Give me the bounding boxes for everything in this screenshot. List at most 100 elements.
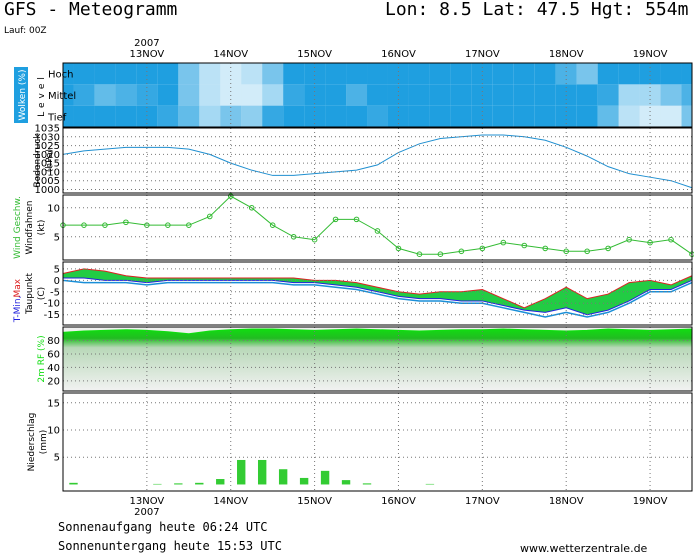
y-axis-label: Level	[37, 73, 47, 117]
panel-frame	[62, 261, 693, 326]
ylabel-box	[14, 67, 28, 123]
marker	[248, 204, 255, 211]
date-label-bottom: 19NOV	[633, 496, 668, 507]
cloud-cell	[63, 105, 74, 127]
date-label-top: 18NOV	[549, 49, 584, 60]
precip-bar	[237, 459, 246, 485]
y-tick-label: 10	[47, 426, 60, 437]
y-tick-label: 1000	[35, 185, 60, 196]
cloud-cell	[262, 105, 284, 127]
cloud-cell	[492, 63, 514, 85]
cloud-cell	[408, 84, 430, 106]
cloud-cell	[283, 84, 305, 106]
marker	[395, 245, 402, 252]
location: Lon: 8.5 Lat: 47.5 Hgt: 554m	[385, 0, 688, 20]
level-label: Tief	[47, 112, 67, 123]
cloud-cell	[597, 63, 619, 85]
cloud-cell	[471, 105, 493, 127]
y-tick-label: 1005	[35, 176, 60, 187]
line	[62, 268, 693, 309]
cloud-cell	[429, 105, 451, 127]
y-tick-label: 60	[47, 349, 60, 360]
cloud-cell	[94, 105, 116, 127]
marker	[521, 242, 528, 249]
date-label-bottom: 14NOV	[213, 496, 248, 507]
y-tick-label: 1020	[35, 150, 60, 161]
cloud-cell	[241, 84, 263, 106]
precip-bar	[320, 470, 330, 485]
cloud-cell	[681, 63, 692, 85]
cloud-cell	[555, 63, 577, 85]
panel: 5 10 15 Niederschlag (mm)	[27, 392, 693, 492]
cloud-cell	[471, 63, 493, 85]
cloud-cell	[492, 105, 514, 127]
cloud-cell	[115, 63, 137, 85]
cloud-cell	[367, 63, 388, 85]
y-tick-label: -15	[44, 310, 60, 321]
marker	[668, 236, 674, 243]
cloud-cell	[94, 63, 116, 85]
marker	[458, 248, 465, 255]
marker	[227, 193, 234, 199]
y-axis-label: (mm)	[39, 430, 49, 455]
cloud-cell	[492, 84, 514, 106]
cloud-cell	[136, 105, 158, 127]
cloud-cell	[220, 105, 242, 127]
marker	[102, 222, 108, 228]
cloud-cell	[429, 84, 451, 106]
date-label-bottom: 15NOV	[297, 496, 332, 507]
y-tick-label: 15	[47, 398, 60, 409]
y-axis-label: (hPa)	[45, 149, 55, 172]
cloud-cell	[157, 105, 179, 127]
y-axis-label: Bodendruck	[33, 133, 43, 188]
cloud-cell	[387, 63, 409, 85]
line	[62, 279, 693, 318]
humidity-area	[62, 328, 693, 392]
precip-bar	[341, 480, 351, 485]
cloud-cell	[597, 105, 619, 127]
cloud-cell	[387, 105, 409, 127]
date-label-top: 15NOV	[297, 49, 332, 60]
panel: 5 10 Wind Geschw. Windfahnen (kt)	[13, 193, 694, 261]
cloud-cell	[73, 63, 95, 85]
panel: Hoch Mittel Tief Wolken (%) Level	[14, 62, 693, 128]
precip-bar	[195, 482, 204, 485]
date-label-top: 14NOV	[213, 49, 248, 60]
y-axis-label: (kt)	[37, 220, 47, 236]
y-tick-label: 1030	[35, 132, 60, 143]
marker	[123, 219, 129, 226]
date-label-bottom: 16NOV	[381, 496, 416, 507]
marker	[542, 245, 549, 252]
cloud-cell	[178, 105, 200, 127]
cloud-cell	[681, 84, 692, 106]
y-tick-label: 1025	[35, 141, 60, 152]
cloud-cell	[576, 63, 598, 85]
cloud-cell	[199, 84, 221, 106]
cloud-cell	[534, 84, 556, 106]
y-tick-label: -5	[50, 287, 60, 298]
cloud-cell	[304, 63, 326, 85]
cloud-cell	[63, 63, 74, 85]
cloud-cell	[618, 105, 640, 127]
y-axis-label: Windfahnen	[25, 201, 35, 255]
marker	[186, 222, 192, 228]
panel: 50-5-10-15 T-Min,Max Taupunkt (C)	[13, 261, 693, 326]
source: www.wetterzentrale.de	[520, 542, 648, 553]
cloud-cell	[450, 84, 472, 106]
marker	[479, 245, 486, 252]
cloud-cell	[681, 105, 692, 127]
marker	[269, 222, 276, 228]
cloud-cell	[639, 105, 661, 127]
line	[63, 195, 693, 255]
cloud-cell	[367, 105, 388, 127]
cloud-cell	[115, 105, 137, 127]
marker	[332, 216, 339, 223]
panel-frame	[62, 326, 693, 392]
cloud-cell	[597, 84, 619, 106]
y-tick-label: 5	[54, 264, 60, 275]
marker	[206, 213, 213, 220]
date-label-top: 13NOV	[129, 49, 164, 60]
cloud-cell	[408, 105, 430, 127]
marker	[500, 239, 507, 246]
